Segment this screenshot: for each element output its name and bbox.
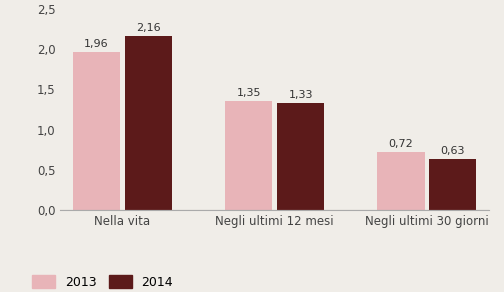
Text: 1,33: 1,33 [288,90,313,100]
Bar [277,103,324,210]
Text: 0,63: 0,63 [440,146,465,156]
Legend: 2013, 2014: 2013, 2014 [32,275,173,288]
Bar [225,101,273,210]
Text: 1,96: 1,96 [84,39,109,49]
Bar [125,36,172,210]
Bar [377,152,424,210]
Text: 0,72: 0,72 [389,139,413,149]
Bar [429,159,476,210]
Text: 2,16: 2,16 [136,23,161,33]
Bar [73,52,120,210]
Text: 1,35: 1,35 [236,88,261,98]
